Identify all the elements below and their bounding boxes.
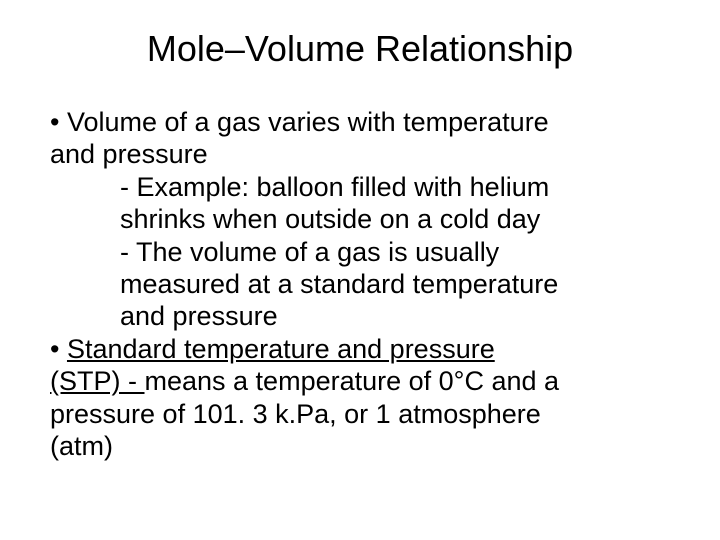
bullet2-prefix: • <box>50 334 67 364</box>
slide-title: Mole–Volume Relationship <box>50 28 670 70</box>
sub2-line2: measured at a standard temperature <box>120 268 630 300</box>
bullet-point-2: • Standard temperature and pressure (STP… <box>50 333 670 463</box>
bullet1-line1: • Volume of a gas varies with temperatur… <box>50 106 670 138</box>
bullet2-suffix: means a temperature of 0°C and a <box>145 366 560 396</box>
sub1-line2: shrinks when outside on a cold day <box>120 203 630 235</box>
bullet2-line2-wrapper: (STP) - means a temperature of 0°C and a <box>50 365 670 397</box>
bullet2-line4: (atm) <box>50 430 670 462</box>
bullet2-line1-wrapper: • Standard temperature and pressure <box>50 333 670 365</box>
bullet1-line2: and pressure <box>50 138 670 170</box>
sub2-line3: and pressure <box>120 300 630 332</box>
bullet2-underlined1: Standard temperature and pressure <box>67 334 495 364</box>
sub-item-2: - The volume of a gas is usually measure… <box>120 236 630 333</box>
bullet2-line3: pressure of 101. 3 k.Pa, or 1 atmosphere <box>50 398 670 430</box>
sub2-line1: - The volume of a gas is usually <box>120 236 630 268</box>
bullet2-underlined2: (STP) - <box>50 366 145 396</box>
slide-content: • Volume of a gas varies with temperatur… <box>50 106 670 462</box>
sub1-line1: - Example: balloon filled with helium <box>120 171 630 203</box>
sub-item-1: - Example: balloon filled with helium sh… <box>120 171 630 236</box>
bullet-point-1: • Volume of a gas varies with temperatur… <box>50 106 670 171</box>
